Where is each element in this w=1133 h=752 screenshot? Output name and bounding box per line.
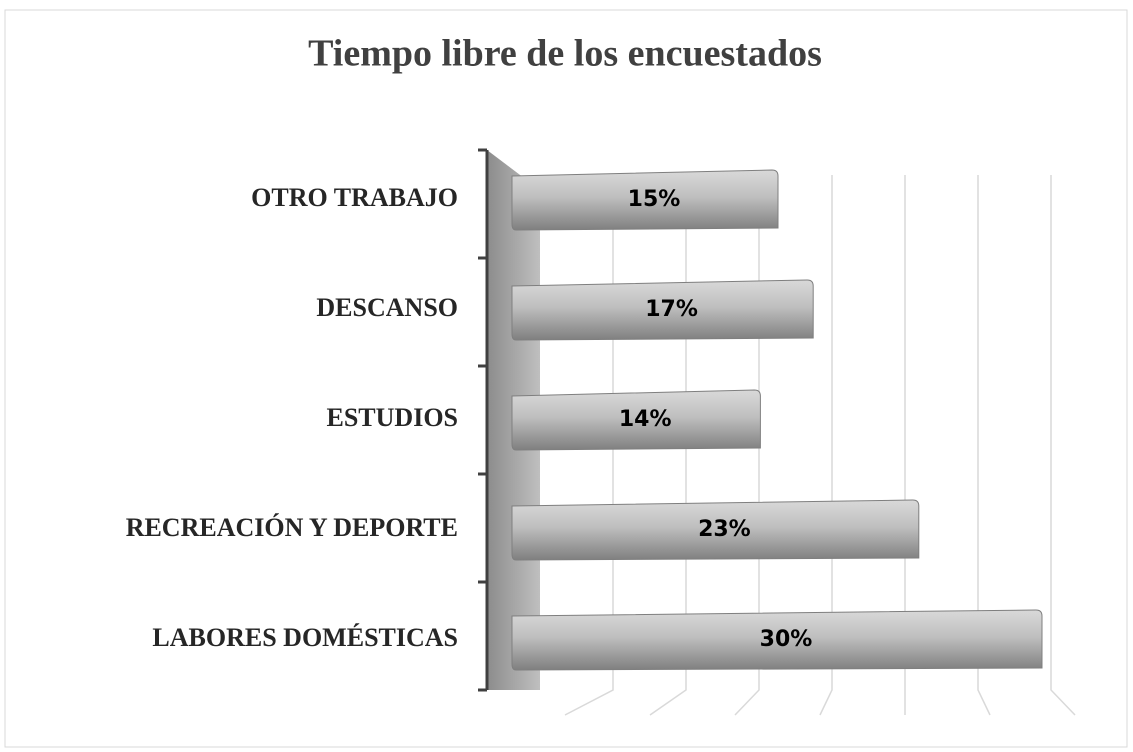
value-label: 30%	[760, 627, 813, 652]
grid-line	[977, 175, 991, 716]
grid-line	[734, 175, 760, 716]
bar	[511, 609, 1043, 671]
y-tick-label: LABORES DOMÉSTICAS	[152, 623, 458, 652]
y-tick-label: OTRO TRABAJO	[251, 183, 458, 212]
bar	[511, 499, 920, 561]
value-label: 15%	[628, 187, 681, 212]
value-label: 23%	[698, 517, 751, 542]
grid-line	[564, 175, 614, 716]
grid-line	[649, 175, 687, 716]
y-tick-label: RECREACIÓN Y DEPORTE	[126, 513, 458, 542]
grid-line	[1050, 175, 1076, 716]
bar	[511, 389, 761, 451]
bar	[511, 279, 814, 341]
y-tick-label: DESCANSO	[316, 293, 458, 322]
grid-line	[819, 175, 833, 716]
chart-title: Tiempo libre de los encuestados	[308, 33, 822, 75]
y-tick-label: ESTUDIOS	[327, 403, 459, 432]
bar	[511, 169, 779, 231]
value-label: 17%	[645, 297, 698, 322]
value-label: 14%	[619, 407, 672, 432]
